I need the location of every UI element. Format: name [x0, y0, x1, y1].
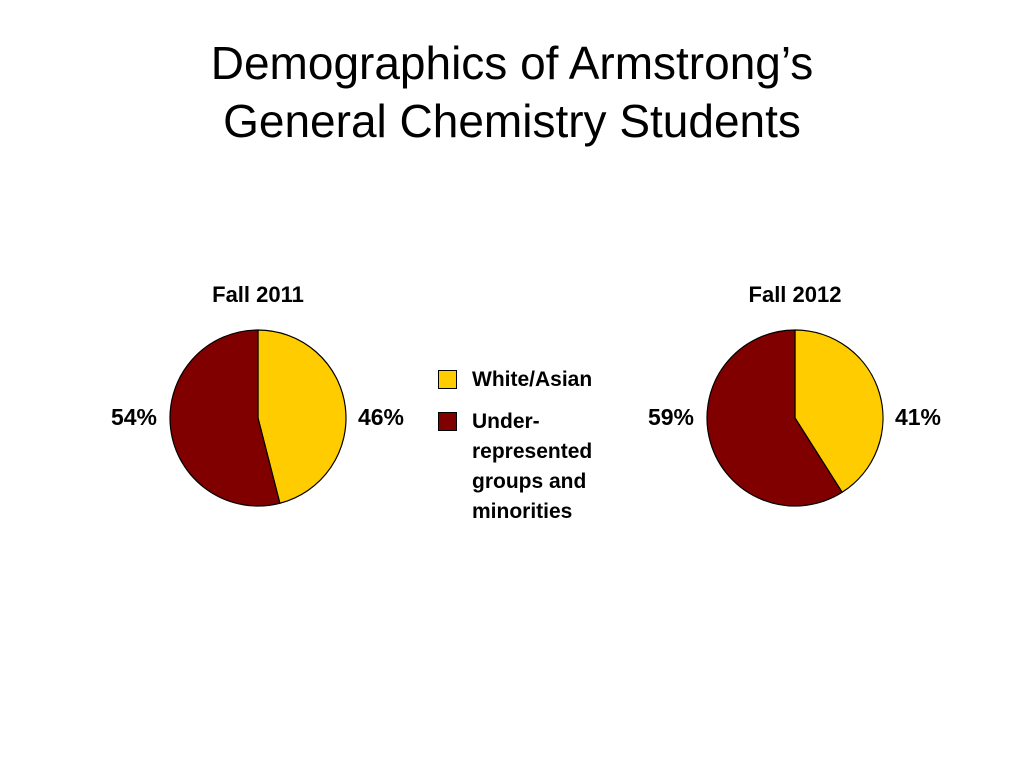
pie-slice — [257, 329, 347, 504]
legend-swatch-white-asian — [438, 370, 457, 389]
legend-label-underrepresented: Under-represented groups and minorities — [472, 410, 593, 523]
pie-chart-1: Fall 2011 46% 54% — [111, 282, 404, 507]
legend-item-white-asian: White/Asian — [438, 365, 628, 395]
pie-slice — [169, 329, 281, 507]
pie-value-label: 41% — [895, 404, 941, 430]
pie-value-label: 54% — [111, 404, 157, 430]
pie-title: Fall 2011 — [212, 282, 304, 307]
pie-title: Fall 2012 — [749, 282, 842, 307]
pie-slice — [706, 329, 843, 507]
pie-value-label: 46% — [358, 404, 404, 430]
pie-chart-2: Fall 2012 41% 59% — [648, 282, 941, 507]
pie-value-label: 59% — [648, 404, 694, 430]
slide-title-line-1: Demographics of Armstrong’s — [210, 37, 814, 89]
legend: White/Asian Under-represented groups and… — [438, 365, 628, 539]
legend-label-white-asian: White/Asian — [472, 368, 593, 391]
slide-title-line-2: General Chemistry Students — [223, 95, 801, 147]
legend-item-underrepresented: Under-represented groups and minorities — [438, 407, 628, 527]
legend-swatch-underrepresented — [438, 412, 457, 431]
slide-title: Demographics of Armstrong’s General Chem… — [0, 34, 1024, 150]
